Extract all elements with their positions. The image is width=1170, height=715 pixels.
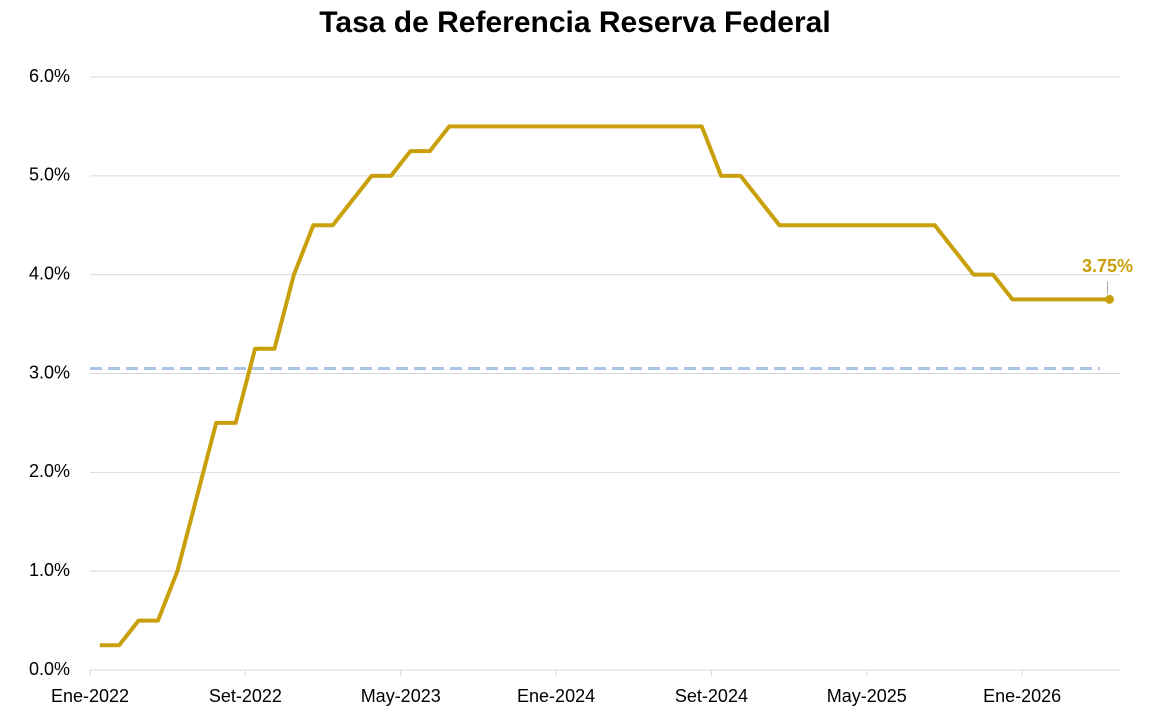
chart-title: Tasa de Referencia Reserva Federal bbox=[319, 6, 830, 39]
y-tick-label: 1.0% bbox=[29, 560, 70, 580]
x-tick-label: Ene-2026 bbox=[983, 686, 1061, 706]
y-tick-label: 2.0% bbox=[29, 461, 70, 481]
data-label: 3.75% bbox=[1082, 256, 1133, 276]
x-tick-label: Ene-2024 bbox=[517, 686, 595, 706]
x-tick-label: May-2023 bbox=[361, 686, 441, 706]
y-tick-label: 6.0% bbox=[29, 66, 70, 86]
y-tick-label: 0.0% bbox=[29, 659, 70, 679]
series-line bbox=[99, 124, 1110, 648]
y-tick-label: 5.0% bbox=[29, 165, 70, 185]
y-tick-label: 4.0% bbox=[29, 263, 70, 283]
x-tick-label: Set-2024 bbox=[675, 686, 748, 706]
data-point bbox=[1105, 294, 1115, 304]
x-tick-label: Set-2022 bbox=[209, 686, 282, 706]
x-tick-label: Ene-2022 bbox=[51, 686, 129, 706]
x-tick-label: May-2025 bbox=[827, 686, 907, 706]
y-tick-label: 3.0% bbox=[29, 362, 70, 382]
